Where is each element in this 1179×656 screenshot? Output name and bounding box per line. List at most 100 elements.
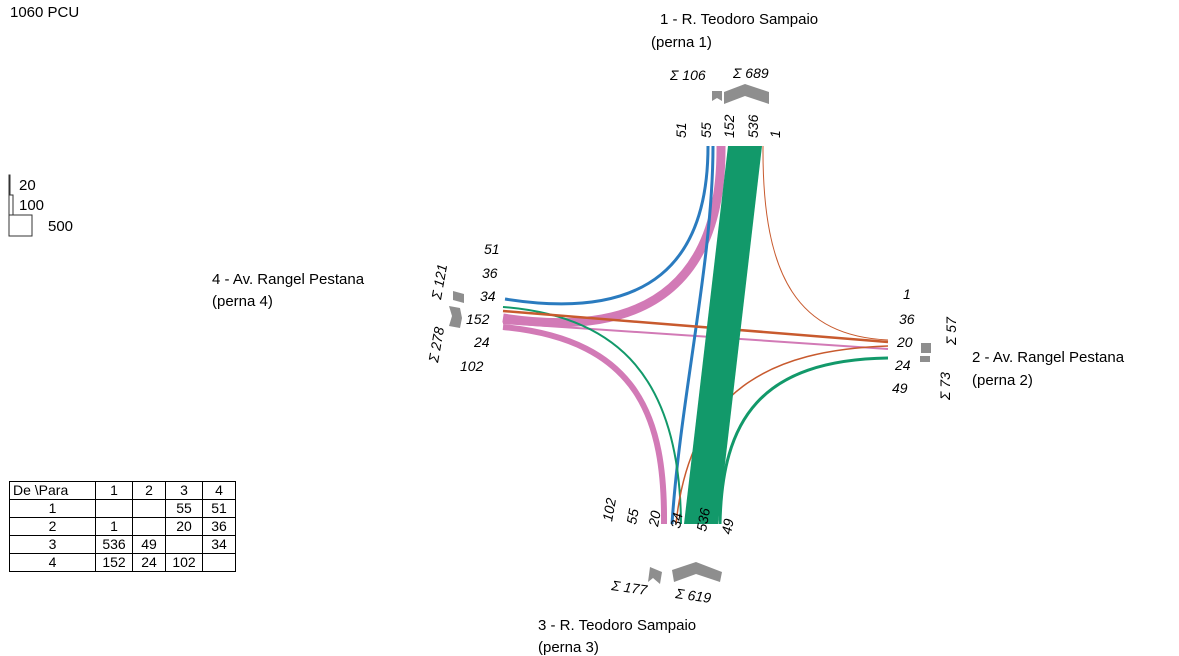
od-header-col-1: 1 <box>95 481 133 500</box>
leg-1-sum-in: Σ 106 <box>669 67 706 83</box>
od-header-col-2: 2 <box>132 481 166 500</box>
leg-1-flow-d: 536 <box>745 114 761 138</box>
leg-2-flow-b: 36 <box>899 311 915 327</box>
legend-label-100: 100 <box>19 197 44 214</box>
leg-1-flow-c: 152 <box>721 114 737 138</box>
leg-2-sub: (perna 2) <box>972 372 1033 389</box>
leg-3-sum-out: Σ 619 <box>674 585 713 606</box>
od-cell: 536 <box>95 535 133 554</box>
od-cell: 34 <box>202 535 236 554</box>
leg-3-flow-f: 49 <box>718 517 736 535</box>
leg-3-flow-a: 102 <box>599 497 619 523</box>
leg-2-name: 2 - Av. Rangel Pestana <box>972 349 1125 366</box>
leg-2-sum-in: Σ 57 <box>943 316 959 346</box>
od-cell: 3 <box>9 535 96 554</box>
leg-3-labels: 102 55 20 34 536 49 Σ 177 Σ 619 3 - R. T… <box>538 497 737 656</box>
table-row: 4 152 24 102 <box>9 553 236 572</box>
od-cell: 2 <box>9 517 96 536</box>
flow-3-to-4 <box>502 306 682 525</box>
od-cell: 36 <box>202 517 236 536</box>
legend-label-500: 500 <box>48 218 73 235</box>
leg-3-flow-d: 34 <box>667 511 685 529</box>
od-cell <box>132 517 166 536</box>
od-header-col-3: 3 <box>165 481 203 500</box>
leg-2-labels: 2 - Av. Rangel Pestana (perna 2) 1 36 20… <box>892 286 1125 401</box>
leg-4-arrow-out <box>449 306 462 328</box>
flow-2-to-3 <box>675 345 889 525</box>
od-header-col-4: 4 <box>202 481 236 500</box>
od-cell: 20 <box>165 517 203 536</box>
od-cell: 49 <box>132 535 166 554</box>
leg-2-flow-c: 20 <box>896 334 913 350</box>
od-cell <box>95 499 133 518</box>
table-row: 3 536 49 34 <box>9 535 236 554</box>
leg-3-flow-c: 20 <box>645 509 664 528</box>
leg-3-flow-b: 55 <box>623 507 641 525</box>
leg-3-flow-e: 536 <box>693 507 713 533</box>
leg-2-flow-d: 24 <box>894 357 911 373</box>
leg-2-flow-a: 1 <box>903 286 911 302</box>
leg-2-sum-out: Σ 73 <box>937 372 953 401</box>
leg-1-flow-a: 51 <box>673 122 689 138</box>
leg-2-arrow-out <box>920 356 930 362</box>
od-cell: 4 <box>9 553 96 572</box>
table-row: 1 55 51 <box>9 499 236 518</box>
leg-1-flow-b: 55 <box>698 122 714 138</box>
od-cell <box>202 553 236 572</box>
od-cell: 24 <box>132 553 166 572</box>
legend-swatch-100 <box>8 194 14 216</box>
flow-4-to-1 <box>502 145 726 327</box>
legend-swatch-20 <box>8 174 11 196</box>
leg-4-sum-in: Σ 121 <box>428 263 450 302</box>
flow-2-to-1 <box>762 145 889 341</box>
leg-3-sub: (perna 3) <box>538 639 599 656</box>
od-cell: 1 <box>9 499 96 518</box>
od-cell: 51 <box>202 499 236 518</box>
flow-bands <box>502 145 889 525</box>
leg-4-flow-a: 51 <box>484 241 500 257</box>
leg-2-flow-e: 49 <box>892 380 908 396</box>
table-row: 2 1 20 36 <box>9 517 236 536</box>
od-header-corner: De \Para <box>9 481 96 500</box>
leg-1-arrow-in <box>712 91 722 101</box>
flow-3-to-2 <box>718 356 889 525</box>
od-cell <box>132 499 166 518</box>
flow-4-to-3 <box>502 324 668 525</box>
leg-4-flow-d: 152 <box>466 311 490 327</box>
od-cell: 1 <box>95 517 133 536</box>
leg-1-arrow-out <box>724 84 769 104</box>
leg-4-name: 4 - Av. Rangel Pestana <box>212 271 365 288</box>
leg-4-arrow-in <box>453 291 464 303</box>
flow-1-to-4 <box>504 145 710 306</box>
leg-1-labels: 1 - R. Teodoro Sampaio (perna 1) Σ 106 Σ… <box>651 11 818 138</box>
od-cell: 55 <box>165 499 203 518</box>
flow-3-to-1 <box>684 146 762 524</box>
flow-2-to-4 <box>502 309 889 344</box>
total-volume: 1060 PCU <box>10 4 79 21</box>
leg-3-arrow-out <box>672 562 722 582</box>
leg-4-flow-e: 24 <box>473 334 490 350</box>
leg-4-sub: (perna 4) <box>212 293 273 310</box>
width-legend: 20 100 500 <box>8 174 73 237</box>
leg-4-flow-c: 34 <box>480 288 496 304</box>
leg-4-flow-b: 36 <box>482 265 498 281</box>
od-header-row: De \Para 1 2 3 4 <box>9 481 236 500</box>
od-cell: 102 <box>165 553 203 572</box>
leg-1-sum-out: Σ 689 <box>732 65 769 81</box>
od-cell <box>165 535 203 554</box>
leg-3-sum-in: Σ 177 <box>610 577 650 598</box>
od-cell: 152 <box>95 553 133 572</box>
flow-1-to-3 <box>670 145 715 525</box>
leg-1-sub: (perna 1) <box>651 34 712 51</box>
legend-swatch-500 <box>8 214 33 237</box>
legend-label-20: 20 <box>19 177 36 194</box>
leg-4-flow-f: 102 <box>460 358 484 374</box>
leg-4-labels: 4 - Av. Rangel Pestana (perna 4) Σ 121 Σ… <box>212 241 500 374</box>
od-matrix-table: De \Para 1 2 3 4 1 55 51 2 1 20 36 3 536… <box>9 481 236 572</box>
leg-3-arrow-in <box>648 567 662 584</box>
leg-3-name: 3 - R. Teodoro Sampaio <box>538 617 696 634</box>
leg-1-name: 1 - R. Teodoro Sampaio <box>660 11 818 28</box>
leg-1-flow-e: 1 <box>767 130 783 138</box>
leg-4-sum-out: Σ 278 <box>425 325 447 364</box>
